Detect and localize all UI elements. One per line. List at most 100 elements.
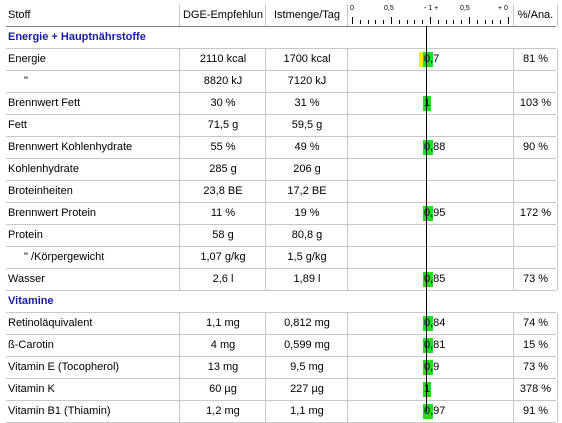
table-row[interactable]: ß-Carotin 4 mg 0,599 mg 0,81 15 % <box>6 335 558 357</box>
ratio-bar-cell: 0,84 <box>347 313 514 334</box>
pct-value: 81 % <box>513 49 558 70</box>
ist-value: 0,812 mg <box>265 313 348 334</box>
scale-tick <box>398 20 400 24</box>
pct-value <box>513 181 558 202</box>
dge-value: 13 mg <box>179 357 266 378</box>
dge-value: 1,07 g/kg <box>179 247 266 268</box>
ratio-bar-cell: 0,7 <box>347 49 514 70</box>
nutrient-name: " <box>24 75 28 87</box>
table-header: Stoff DGE-Empfehlun Istmenge/Tag 0 0,5 - 1… <box>6 4 558 27</box>
ist-value: 1,89 l <box>265 269 348 290</box>
table-row[interactable]: " 8820 kJ 7120 kJ <box>6 71 558 93</box>
nutrient-name: Energie <box>8 53 46 65</box>
pct-value: 378 % <box>513 379 558 400</box>
scale-tick <box>391 17 392 24</box>
ratio-bar-cell <box>347 247 514 268</box>
dge-value: 4 mg <box>179 335 266 356</box>
ist-value: 7120 kJ <box>265 71 348 92</box>
nutrient-name: Fett <box>8 119 27 131</box>
scale-tick <box>383 20 385 24</box>
scale-tick <box>430 17 431 24</box>
nutrient-name: Broteinheiten <box>8 185 73 197</box>
scale-tick <box>367 20 369 24</box>
ratio-bar-cell <box>347 115 514 136</box>
pct-value: 15 % <box>513 335 558 356</box>
scale-tick <box>500 20 502 24</box>
table-row[interactable]: Retinoläquivalent 1,1 mg 0,812 mg 0,84 74 % <box>6 313 558 335</box>
nutrient-name: Retinoläquivalent <box>8 317 93 329</box>
scale-tick <box>375 20 377 24</box>
ist-value: 17,2 BE <box>265 181 348 202</box>
table-row[interactable]: Brennwert Kohlenhydrate 55 % 49 % 0,88 90 % <box>6 137 558 159</box>
table-row[interactable]: Broteinheiten 23,8 BE 17,2 BE <box>6 181 558 203</box>
table-row[interactable]: Vitamin B1 (Thiamin) 1,2 mg 1,1 mg 0,97 91 % <box>6 401 558 423</box>
ist-value: 206 g <box>265 159 348 180</box>
scale-label: + 0 <box>498 5 508 12</box>
scale-tick <box>492 20 494 24</box>
ratio-value: 0,81 <box>424 339 446 351</box>
table-row[interactable]: Brennwert Protein 11 % 19 % 0,95 172 % <box>6 203 558 225</box>
column-header-ist[interactable]: Istmenge/Tag <box>265 4 348 26</box>
ratio-bar-cell: 0,81 <box>347 335 514 356</box>
pct-value: 103 % <box>513 93 558 114</box>
ist-value: 49 % <box>265 137 348 158</box>
ratio-bar <box>423 140 433 155</box>
ratio-bar-cell <box>347 225 514 246</box>
pct-value <box>513 71 558 92</box>
table-row[interactable]: Energie 2110 kcal 1700 kcal 0,7 81 % <box>6 49 558 71</box>
dge-value: 55 % <box>179 137 266 158</box>
nutrient-name: " /Körpergewicht <box>24 251 105 263</box>
scale-tick <box>437 20 439 24</box>
dge-value: 23,8 BE <box>179 181 266 202</box>
table-row[interactable]: Brennwert Fett 30 % 31 % 1 103 % <box>6 93 558 115</box>
scale-tick <box>445 20 447 24</box>
pct-value: 73 % <box>513 269 558 290</box>
scale-label: 0,5 <box>460 5 470 12</box>
ratio-bar-cell <box>347 71 514 92</box>
ist-value: 59,5 g <box>265 115 348 136</box>
table-row[interactable]: Vitamin E (Tocopherol) 13 mg 9,5 mg 0,9 73 % <box>6 357 558 379</box>
pct-value: 90 % <box>513 137 558 158</box>
ratio-value: 0,7 <box>424 53 440 65</box>
ratio-bar <box>423 338 433 353</box>
nutrient-table: Stoff DGE-Empfehlun Istmenge/Tag 0 0,5 - 1… <box>6 4 558 423</box>
table-row[interactable]: Wasser 2,6 l 1,89 l 0,85 73 % <box>6 269 558 291</box>
table-row[interactable]: Protein 58 g 80,8 g <box>6 225 558 247</box>
ratio-bar-low <box>419 52 423 67</box>
nutrient-name: Brennwert Fett <box>8 97 81 109</box>
dge-value: 11 % <box>179 203 266 224</box>
scale-label: 0 <box>350 5 354 12</box>
table-row[interactable]: " /Körpergewicht 1,07 g/kg 1,5 g/kg <box>6 247 558 269</box>
dge-value: 71,5 g <box>179 115 266 136</box>
ratio-bar <box>423 316 433 331</box>
ratio-bar-cell <box>347 159 514 180</box>
ratio-value: 0,95 <box>424 207 446 219</box>
ist-value: 227 µg <box>265 379 348 400</box>
pct-value: 73 % <box>513 357 558 378</box>
ratio-bar-cell <box>347 181 514 202</box>
column-header-stoff[interactable]: Stoff <box>8 9 31 21</box>
ratio-bar-cell: 1 <box>347 93 514 114</box>
table-row[interactable]: Fett 71,5 g 59,5 g <box>6 115 558 137</box>
ist-value: 31 % <box>265 93 348 114</box>
scale-tick <box>406 20 408 24</box>
section-title: Energie + Hauptnährstoffe <box>8 31 146 43</box>
scale-label: - 1 + <box>424 5 439 12</box>
column-header-dge[interactable]: DGE-Empfehlun <box>179 4 266 26</box>
scale-tick <box>359 20 361 24</box>
nutrient-name: Vitamin K <box>8 383 55 395</box>
table-row[interactable]: Kohlenhydrate 285 g 206 g <box>6 159 558 181</box>
column-header-pct[interactable]: %/Ana. <box>513 4 558 26</box>
section-title: Vitamine <box>8 295 54 307</box>
section-header: Vitamine <box>6 291 556 313</box>
scale-tick <box>352 17 353 24</box>
section-header: Energie + Hauptnährstoffe <box>6 27 556 49</box>
pct-value: 74 % <box>513 313 558 334</box>
ist-value: 9,5 mg <box>265 357 348 378</box>
ratio-bar <box>423 206 433 221</box>
table-row[interactable]: Vitamin K 60 µg 227 µg 1 378 % <box>6 379 558 401</box>
scale-tick <box>453 20 455 24</box>
ratio-bar-cell: 0,85 <box>347 269 514 290</box>
scale-tick <box>414 20 416 24</box>
column-header-scale: 0 0,5 - 1 + 0,5 + 0 <box>347 4 514 26</box>
